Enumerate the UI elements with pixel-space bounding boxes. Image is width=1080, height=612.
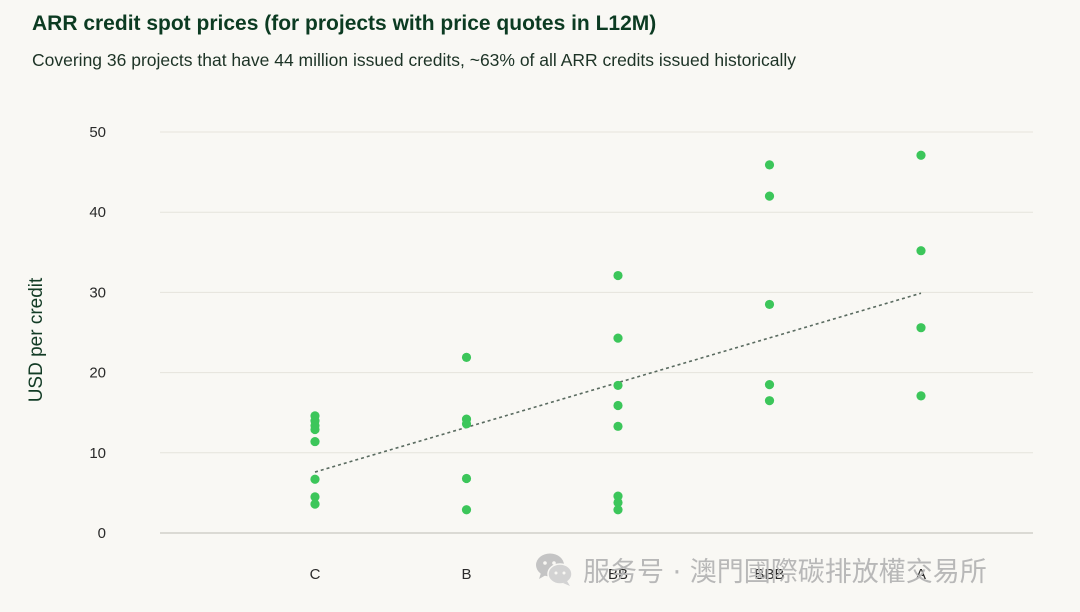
data-point [916,391,926,401]
y-axis-label: USD per credit [26,277,47,402]
x-axis: C B BB BBB A [310,566,926,583]
data-point [613,270,623,281]
data-point [461,505,472,515]
y-tick-label: 10 [89,445,106,462]
data-point [310,474,320,484]
data-point [916,246,926,256]
y-axis: 0 10 20 30 40 50 [89,124,106,542]
data-point [613,380,623,391]
data-point [310,499,320,509]
data-point [764,299,775,310]
data-point [613,505,623,515]
data-point [461,352,472,362]
points-layer [310,150,926,515]
x-tick-label: BBB [754,566,784,583]
chart-title: ARR credit spot prices (for projects wit… [32,12,657,35]
data-point [310,492,320,502]
x-tick-label: C [310,566,321,583]
watermark: 服务号 · 澳門國際碳排放權交易所 [533,548,987,590]
x-tick-label: B [461,566,471,583]
chart-subtitle: Covering 36 projects that have 44 millio… [32,50,797,70]
gridlines [160,131,1033,534]
y-tick-label: 40 [89,204,106,221]
y-tick-label: 30 [89,284,106,301]
y-tick-label: 50 [89,124,106,141]
data-point [613,333,623,343]
x-tick-label: A [916,566,926,583]
data-point [613,421,623,431]
y-tick-label: 20 [89,365,106,382]
wechat-icon [536,553,573,586]
data-point [461,473,472,484]
data-point [310,424,320,435]
data-point [764,396,775,406]
y-tick-label: 0 [98,525,106,542]
data-point [916,150,926,160]
data-point [613,497,623,508]
data-point [461,419,472,429]
data-point [613,491,623,501]
watermark-text: 服务号 · 澳門國際碳排放權交易所 [583,556,987,588]
data-point [764,191,775,201]
data-point [310,436,320,447]
data-point [916,323,926,333]
x-tick-label: BB [608,566,628,583]
data-point [613,400,623,411]
data-point [764,160,775,170]
data-point [764,380,775,390]
